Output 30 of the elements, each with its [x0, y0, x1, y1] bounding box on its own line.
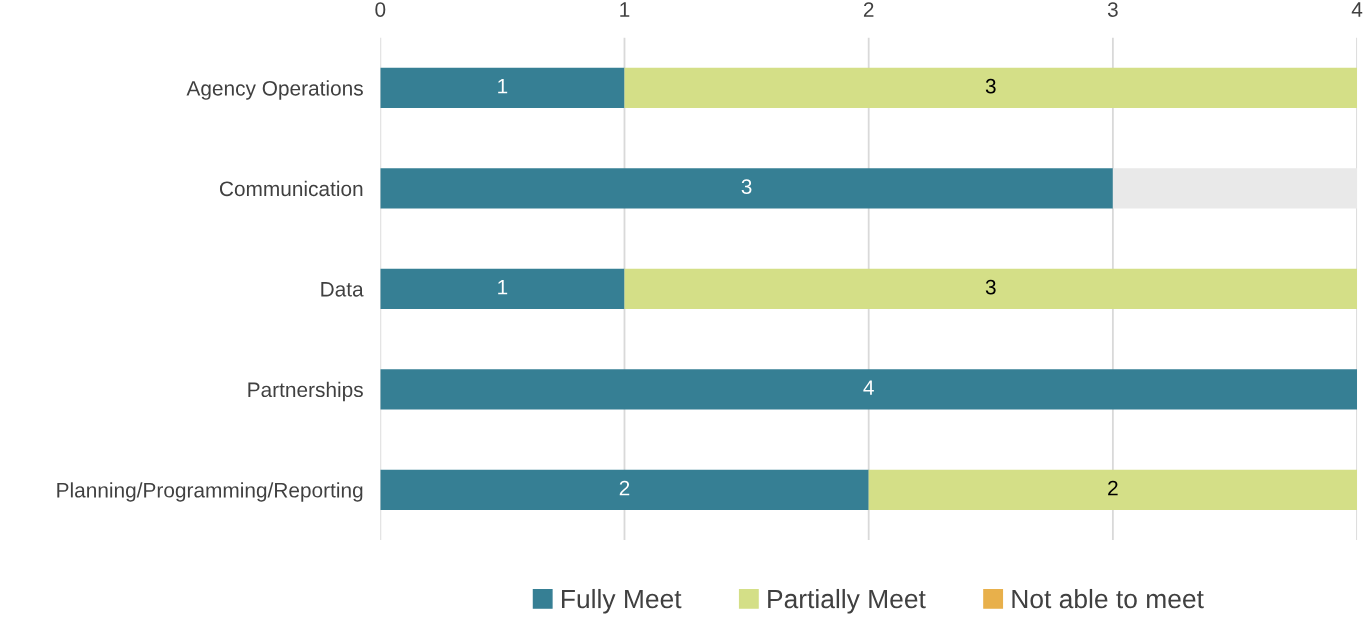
data-label: 3 [985, 78, 996, 94]
bar [380, 268, 625, 309]
y-tick-label: Agency Operations [186, 80, 363, 100]
data-label: 3 [985, 279, 996, 295]
data-label: 1 [498, 279, 508, 295]
y-tick-label: Partnerships [248, 381, 363, 402]
bar [380, 469, 869, 510]
legend-label: Partially Meet [768, 588, 926, 614]
x-tick-label: 4 [1351, 2, 1363, 17]
data-label: 2 [1108, 480, 1118, 496]
x-tick-label: 1 [620, 2, 630, 17]
legend-label: Not able to meet [1012, 588, 1204, 609]
y-tick-label: Planning/Programming/Reporting [57, 482, 363, 502]
data-label: 2 [619, 480, 630, 496]
bar [380, 67, 625, 109]
x-tick-label: 2 [863, 2, 874, 17]
data-label: 3 [741, 179, 752, 194]
data-label: 4 [863, 380, 874, 395]
bar [624, 67, 1358, 109]
bar [1112, 168, 1358, 209]
y-tick-label: Data [321, 282, 364, 297]
x-tick-label: 0 [375, 2, 386, 17]
bar [868, 469, 1358, 510]
bar [380, 168, 1113, 209]
x-tick-label: 3 [1107, 2, 1118, 17]
data-label: 1 [498, 78, 508, 94]
bar [380, 369, 1358, 410]
y-tick-label: Communication [219, 180, 363, 197]
legend-label: Fully Meet [562, 588, 682, 614]
bar [624, 268, 1358, 309]
